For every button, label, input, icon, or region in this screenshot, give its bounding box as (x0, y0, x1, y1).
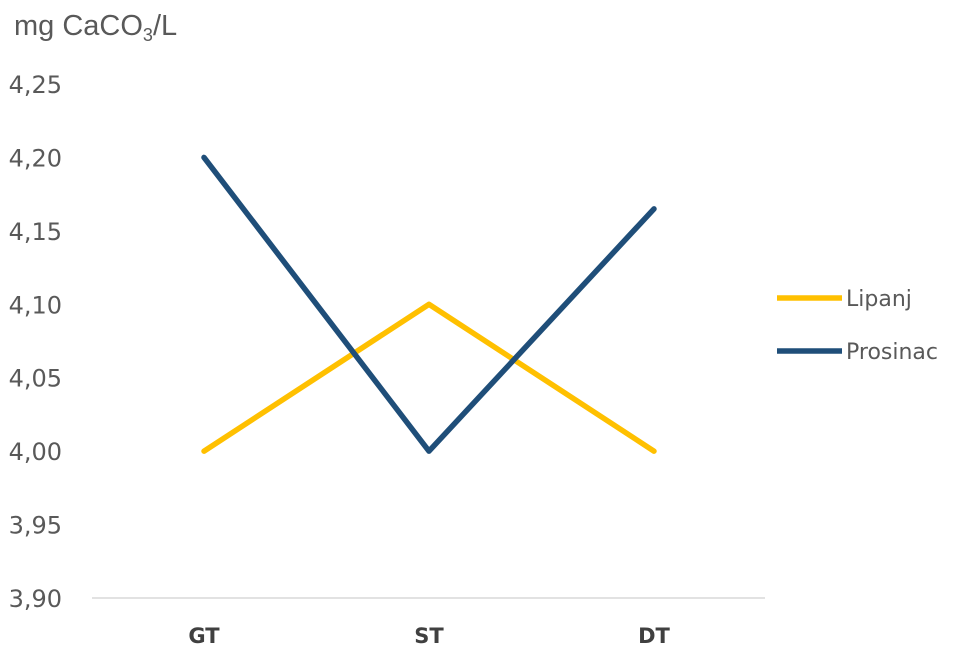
y-axis-title: mg CaCO3/L (14, 10, 177, 46)
y-tick-label: 3,90 (9, 585, 62, 613)
series-line (201, 154, 657, 454)
y-tick-label: 4,05 (9, 365, 62, 393)
y-tick-label: 4,15 (9, 218, 62, 246)
y-tick-label: 4,25 (9, 71, 62, 99)
series-line (201, 301, 657, 454)
x-tick-label: ST (414, 624, 444, 645)
y-tick-label: 3,95 (9, 512, 62, 540)
legend-label: Prosinac (846, 340, 938, 365)
y-axis-title-suffix: /L (152, 10, 178, 42)
x-tick-label: DT (638, 624, 670, 645)
y-axis-title-prefix: mg CaCO (14, 10, 143, 42)
y-tick-label: 4,00 (9, 438, 62, 466)
y-tick-label: 4,10 (9, 291, 62, 319)
legend-label: Lipanj (846, 287, 912, 312)
x-tick-label: GT (188, 624, 220, 645)
y-axis-title-subscript: 3 (142, 25, 153, 45)
y-tick-label: 4,20 (9, 144, 62, 172)
